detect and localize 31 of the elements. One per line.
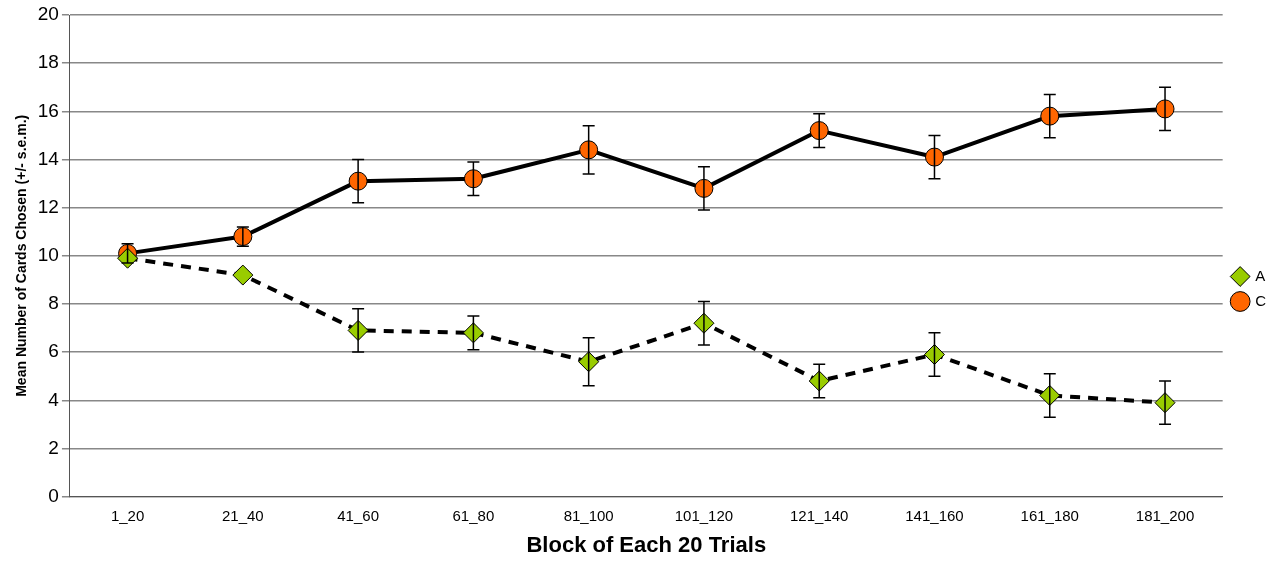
y-tick-label: 16	[37, 99, 59, 121]
y-tick-label: 0	[48, 484, 59, 506]
point	[462, 322, 484, 344]
y-tick-label: 8	[48, 292, 59, 314]
x-tick-label: 41_60	[337, 506, 379, 524]
x-tick-label: 61_80	[452, 506, 495, 524]
legend-label: C	[1255, 291, 1267, 309]
y-tick-label: 20	[37, 3, 59, 25]
x-tick-label: 1_20	[110, 506, 145, 524]
legend-label: A	[1255, 266, 1266, 284]
point	[579, 140, 599, 160]
point	[232, 264, 254, 286]
y-tick-label: 12	[37, 195, 59, 217]
point	[578, 351, 600, 373]
x-tick-label: 161_180	[1020, 506, 1079, 524]
x-tick-label: 21_40	[221, 506, 264, 524]
x-tick-label: 181_200	[1135, 506, 1195, 524]
x-tick-label: 141_160	[905, 506, 964, 524]
y-tick-label: 18	[37, 51, 59, 73]
x-axis-title: Block of Each 20 Trials	[526, 531, 767, 557]
y-axis-title: Mean Number of Cards Chosen (+/- s.e.m.)	[13, 114, 30, 397]
x-tick-label: 121_140	[790, 506, 849, 524]
y-tick-label: 14	[37, 147, 60, 169]
y-tick-label: 4	[48, 388, 60, 410]
y-tick-label: 6	[48, 340, 59, 362]
point	[463, 169, 483, 189]
y-tick-label: 10	[37, 244, 59, 266]
x-tick-label: 81_100	[563, 506, 614, 524]
y-tick-label: 2	[48, 436, 59, 458]
point	[924, 147, 944, 167]
x-tick-label: 101_120	[674, 506, 734, 524]
